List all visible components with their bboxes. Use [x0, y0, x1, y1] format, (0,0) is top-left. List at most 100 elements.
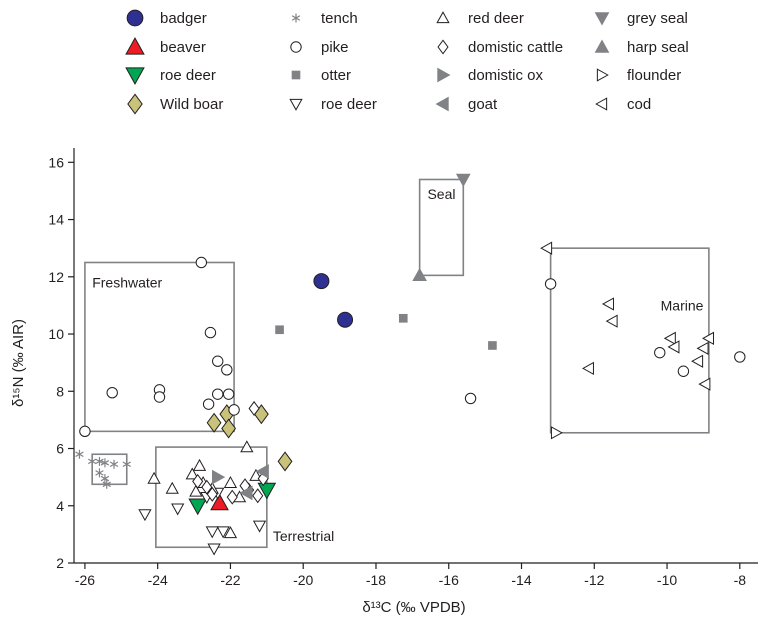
badger-point [313, 273, 330, 290]
ox-point [212, 469, 226, 485]
pike-point [464, 392, 477, 405]
cod-point [581, 361, 594, 376]
goat-point [255, 464, 269, 479]
tench-point [122, 459, 131, 469]
tench-point [95, 456, 104, 466]
cod-point [698, 377, 711, 391]
legend-roe-deer-bone-label: roe deer [160, 67, 216, 84]
red-deer-point [185, 467, 199, 480]
y-tick-label: 12 [48, 269, 64, 285]
pike-point [106, 387, 118, 399]
legend-beaver-label: beaver [160, 39, 206, 56]
legend-roe-deer-label: roe deer [321, 96, 377, 113]
axes: -26 -24 -22 -20 -18 -16 -14 -12 -10 -8 2 4 6 8 10 12 14 1… [48, 148, 758, 588]
cattle-point [206, 486, 218, 502]
harp-seal-point [412, 267, 427, 282]
legend-otter-marker [291, 70, 301, 80]
x-tick-label: -20 [293, 572, 313, 588]
roe-deer-point [216, 526, 230, 539]
legend-otter-label: otter [321, 67, 351, 84]
region-freshwater-label: Freshwater [92, 275, 162, 291]
y-tick-label: 6 [56, 441, 64, 457]
x-tick-label: -22 [220, 572, 240, 588]
legend-cod-marker [595, 97, 608, 111]
legend-goat-marker [435, 96, 449, 112]
legend-roe-deer-bone-marker [125, 67, 145, 85]
x-tick-label: -16 [439, 572, 459, 588]
red-deer-point [189, 484, 203, 497]
otter-point [275, 325, 284, 335]
legend-wild-boar-label: Wild boar [160, 96, 223, 113]
red-deer-point [192, 458, 207, 471]
tench-point [102, 479, 111, 489]
pike-point [654, 346, 666, 359]
legend-harp-seal-marker [594, 39, 610, 53]
beaver-point [210, 493, 229, 511]
tench-point [75, 449, 84, 459]
cattle-point [252, 488, 264, 504]
roe-deer-bone-point [188, 498, 208, 516]
cod-point [605, 314, 618, 328]
cod-point [702, 331, 715, 345]
red-deer-point [165, 481, 179, 494]
y-tick-label: 10 [48, 326, 64, 342]
x-axis-label: δ¹³C (‰ VPDB) [362, 599, 465, 616]
x-tick-label: -10 [657, 572, 677, 588]
cod-point [602, 297, 614, 311]
x-tick-label: -26 [75, 572, 95, 588]
pike-point [212, 355, 224, 367]
x-tick-label: -14 [511, 572, 531, 588]
red-deer-point [147, 471, 161, 484]
pike-point [195, 256, 208, 269]
region-terrestrial-label: Terrestrial [273, 528, 334, 544]
cod-point [696, 341, 709, 355]
data-points [75, 173, 746, 556]
cod-point [540, 241, 553, 255]
legend-badger-label: badger [160, 10, 207, 27]
tench-point [109, 459, 119, 469]
legend-grey-seal-marker [594, 12, 610, 26]
legend-goat-label: goat [468, 96, 498, 113]
legend: badger beaver roe deer Wild boar tench pike ot… [125, 9, 689, 115]
pike-point [221, 364, 233, 376]
roe-deer-point [138, 509, 152, 522]
legend-harp-seal-label: harp seal [627, 39, 689, 56]
cod-point [667, 340, 680, 354]
y-tick-label: 16 [48, 154, 64, 170]
legend-beaver-marker [125, 37, 145, 55]
wild-boar-point [206, 412, 222, 433]
legend-grey-seal-label: grey seal [627, 10, 688, 27]
x-tick-label: -24 [148, 572, 168, 588]
legend-flounder-label: flounder [627, 67, 681, 84]
tench-point [95, 468, 104, 478]
tench-point [100, 458, 110, 468]
pike-point [228, 404, 240, 416]
legend-pike-marker [290, 41, 302, 53]
goat-point [239, 485, 253, 501]
region-marine-box [549, 247, 710, 434]
otter-point [488, 341, 497, 350]
y-tick-label: 2 [56, 555, 64, 571]
region-freshwater-box [84, 261, 235, 433]
red-deer-point [223, 526, 238, 539]
legend-red-deer-label: red deer [468, 10, 524, 27]
cod-point [691, 354, 704, 368]
pike-point [202, 398, 215, 410]
legend-pike-label: pike [321, 39, 349, 56]
pike-point [734, 351, 746, 363]
y-axis-label: δ¹⁵N (‰ AIR) [10, 319, 27, 407]
red-deer-point [223, 476, 238, 489]
pike-point [153, 391, 166, 403]
red-deer-point [240, 440, 254, 453]
flounder-point [550, 426, 563, 440]
legend-cod-label: cod [627, 96, 651, 113]
roe-deer-point [252, 520, 267, 533]
legend-roe-deer-marker [289, 98, 303, 111]
y-tick-label: 4 [56, 498, 64, 514]
roe-deer-point [207, 543, 221, 556]
roe-deer-point [205, 526, 219, 539]
wild-boar-point [277, 451, 293, 472]
y-tick-label: 14 [48, 212, 64, 228]
cattle-point [248, 400, 260, 416]
